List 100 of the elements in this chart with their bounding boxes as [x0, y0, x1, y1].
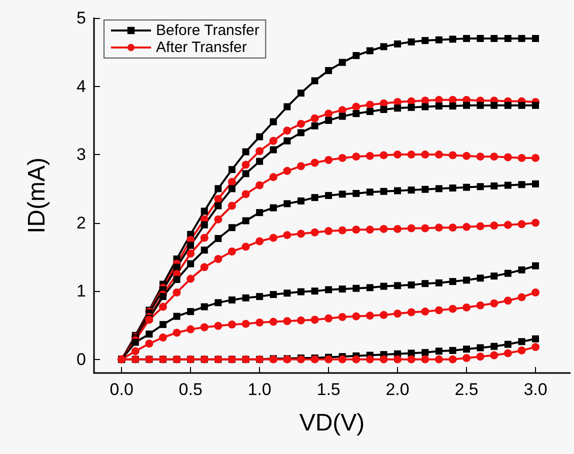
point — [407, 224, 416, 232]
point — [187, 242, 194, 249]
point — [311, 77, 318, 84]
point — [242, 170, 250, 178]
x-tick-label: 1.0 — [248, 380, 272, 399]
point — [366, 152, 374, 160]
point — [214, 215, 222, 224]
point — [352, 110, 360, 118]
point — [284, 103, 291, 110]
point — [242, 294, 250, 302]
point — [518, 338, 526, 346]
point — [449, 36, 456, 43]
point — [407, 150, 416, 159]
y-tick-label: 1 — [76, 282, 86, 301]
point — [324, 156, 333, 164]
point — [296, 316, 305, 324]
point — [449, 184, 456, 192]
point — [283, 317, 292, 326]
point — [366, 108, 374, 116]
point — [311, 288, 318, 295]
point — [421, 224, 430, 232]
point — [214, 235, 222, 242]
point — [214, 299, 222, 306]
point — [366, 355, 374, 364]
point — [490, 299, 498, 308]
point — [325, 116, 332, 124]
point — [173, 264, 180, 271]
point — [408, 104, 415, 111]
y-axis-title: ID(mA) — [24, 158, 50, 234]
point — [324, 110, 333, 118]
point — [463, 276, 470, 284]
point — [435, 36, 442, 44]
point — [449, 102, 456, 110]
point — [532, 288, 540, 296]
point — [476, 344, 484, 352]
point — [463, 346, 470, 353]
point — [186, 274, 195, 283]
point — [462, 152, 471, 160]
y-tick-label: 0 — [76, 350, 86, 369]
point — [214, 202, 222, 210]
point — [338, 226, 346, 234]
y-tick-label: 4 — [76, 76, 86, 96]
point — [269, 136, 278, 145]
point — [146, 330, 153, 338]
point — [448, 224, 457, 232]
point — [200, 246, 208, 254]
point — [256, 147, 264, 156]
point — [504, 270, 512, 277]
point — [518, 346, 526, 354]
point — [422, 37, 429, 44]
point — [200, 234, 208, 242]
point — [518, 34, 526, 42]
point — [490, 351, 498, 360]
point — [269, 234, 278, 242]
point — [338, 190, 346, 198]
point — [214, 185, 222, 192]
point — [422, 280, 429, 288]
point — [504, 349, 512, 358]
point — [366, 312, 374, 320]
point — [394, 282, 402, 290]
point — [463, 184, 470, 191]
point — [408, 186, 415, 194]
point — [476, 102, 484, 109]
point — [283, 166, 292, 175]
point — [324, 227, 333, 235]
point — [380, 43, 388, 50]
point — [352, 355, 360, 364]
point — [338, 112, 346, 120]
y-tick-label: 5 — [76, 8, 86, 28]
point — [297, 288, 304, 296]
point — [434, 224, 443, 232]
point — [228, 166, 236, 174]
point — [434, 355, 443, 364]
point — [200, 208, 208, 215]
point — [380, 106, 388, 113]
point — [325, 286, 332, 294]
point — [310, 114, 319, 122]
point — [366, 188, 374, 196]
point — [228, 224, 236, 232]
point — [380, 310, 388, 319]
point — [214, 322, 222, 330]
point — [159, 293, 166, 300]
point — [518, 220, 526, 228]
point — [462, 303, 471, 312]
point — [256, 158, 264, 165]
point — [242, 217, 250, 224]
point — [504, 220, 512, 229]
legend-label: Before Transfer — [156, 22, 260, 39]
point — [476, 34, 484, 42]
point — [490, 102, 498, 109]
point — [310, 228, 319, 236]
point — [532, 218, 540, 227]
x-tick-label: 1.5 — [316, 380, 340, 399]
point — [242, 160, 250, 169]
point — [422, 186, 429, 193]
point — [518, 266, 526, 274]
legend-label: After Transfer — [156, 39, 247, 56]
point — [490, 272, 498, 280]
point — [476, 352, 484, 361]
point — [490, 34, 498, 42]
